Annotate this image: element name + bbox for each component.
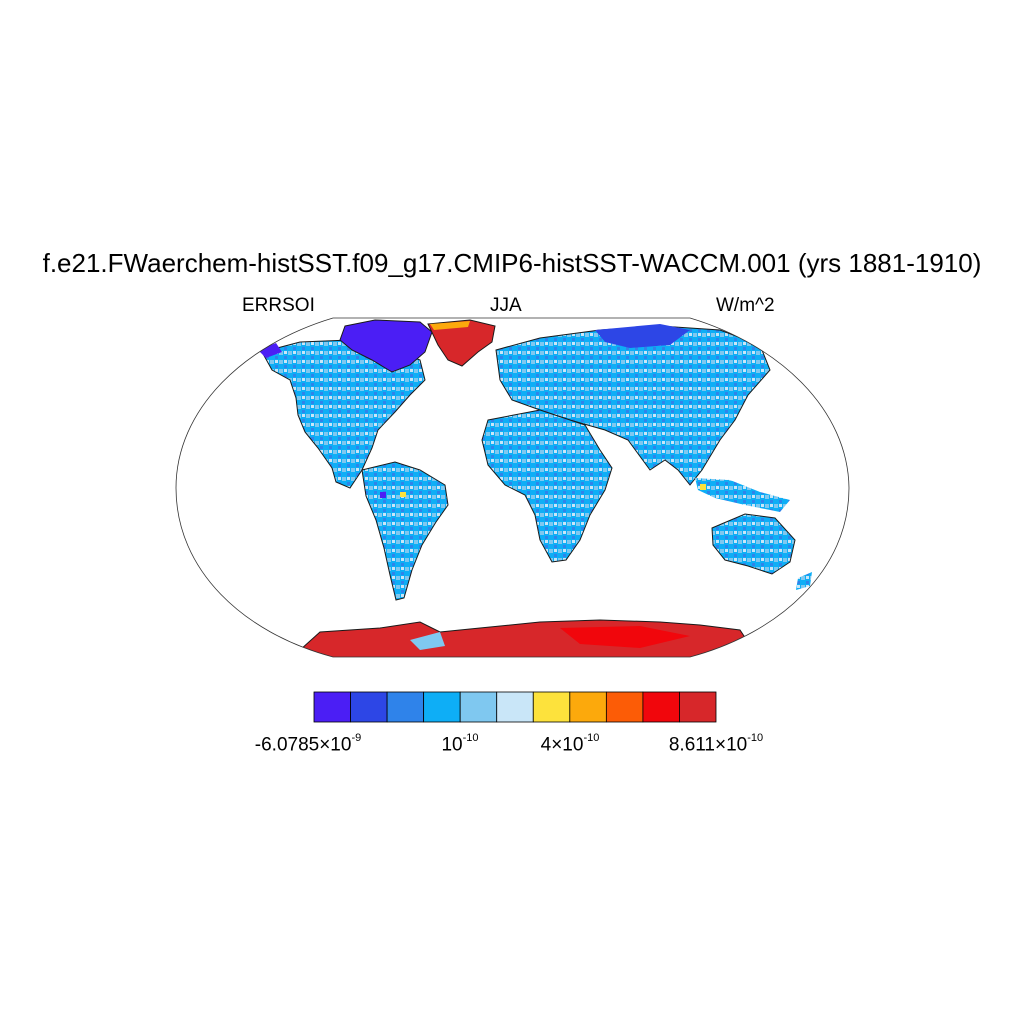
greenland-margin — [430, 321, 470, 330]
antarctica-core — [560, 626, 690, 648]
hotspot-andes — [400, 492, 406, 497]
south-america — [361, 461, 449, 601]
season-label: JJA — [490, 295, 522, 316]
colorbar-swatch — [605, 691, 644, 723]
new-zealand — [796, 572, 812, 590]
colorbar-swatch — [679, 691, 717, 723]
units-label: W/m^2 — [716, 295, 775, 316]
antarctica — [288, 619, 761, 657]
colorbar-swatch — [532, 691, 571, 723]
siberia-north — [595, 324, 690, 348]
colorbar-label-3: 4×10-10 — [540, 732, 600, 756]
colorbar-swatch — [569, 691, 607, 723]
colorbar-label-2: 10-10 — [441, 732, 479, 756]
maritime-continent — [695, 478, 790, 512]
hotspot-asia — [700, 484, 706, 490]
australia — [711, 513, 796, 575]
colorbar-swatch — [313, 691, 351, 723]
colorbar-swatch — [496, 691, 534, 723]
colorbar-swatch — [459, 691, 498, 723]
antarctic-peninsula — [410, 632, 445, 650]
colorbar-swatch — [350, 691, 388, 723]
colorbar-label-min: -6.0785×10-9 — [254, 732, 362, 756]
alaska-tip — [258, 343, 282, 358]
variable-label: ERRSOI — [242, 295, 315, 316]
plot-title: f.e21.FWaerchem-histSST.f09_g17.CMIP6-hi… — [42, 248, 982, 278]
coldspot-amazon — [380, 492, 386, 498]
colorbar-swatch — [386, 691, 425, 723]
colorbar — [313, 691, 717, 723]
colorbar-label-max: 8.611×10-10 — [668, 732, 764, 756]
africa — [481, 409, 613, 563]
map-outline — [175, 317, 850, 658]
colorbar-swatch — [642, 691, 680, 723]
greenland — [427, 319, 496, 367]
canadian-arctic — [339, 319, 433, 373]
colorbar-swatch — [423, 691, 461, 723]
